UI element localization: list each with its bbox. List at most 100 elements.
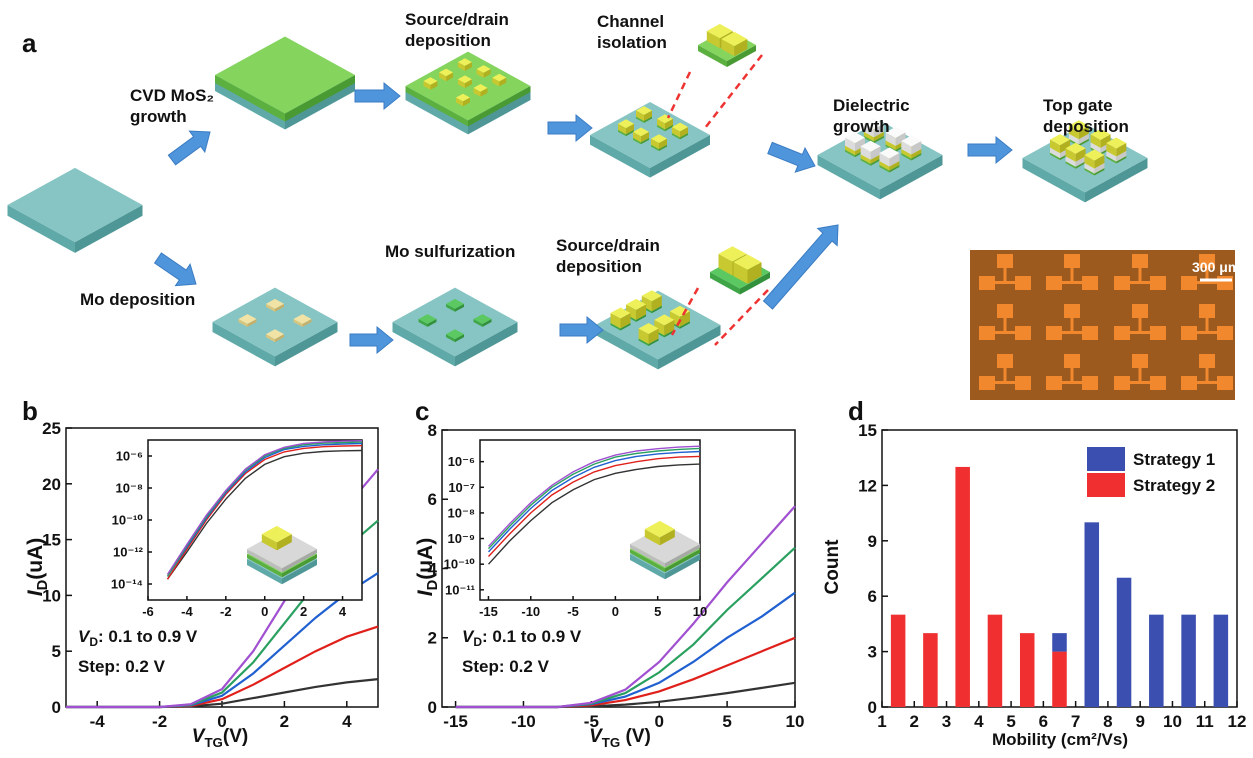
y-tick-label: 10⁻¹⁴ <box>111 577 143 592</box>
device-pad <box>1046 276 1062 290</box>
slab-side <box>1085 158 1148 203</box>
device-pad <box>1130 281 1150 284</box>
slab-side <box>721 39 735 57</box>
axis-label: ID(uA) <box>24 538 51 596</box>
legend-label: Strategy 1 <box>1133 450 1215 469</box>
device-pad <box>1070 317 1074 331</box>
device-pad <box>1150 276 1166 290</box>
step-label: Mo sulfurization <box>385 242 516 261</box>
label-part: (uA) <box>414 538 437 580</box>
device-pad <box>1199 254 1215 268</box>
slab-side <box>423 81 431 90</box>
device-pad <box>1199 354 1215 368</box>
zoom-line <box>670 287 700 336</box>
device-pad <box>1070 267 1074 281</box>
slab-side <box>1100 134 1111 148</box>
slab-top <box>266 329 284 340</box>
y-tick-label: 5 <box>52 642 61 661</box>
process-arrow <box>547 113 593 143</box>
x-tick-label: 10 <box>1163 712 1182 731</box>
slab-side <box>740 272 770 295</box>
label-part: V <box>78 627 91 646</box>
device-pad <box>1015 326 1031 340</box>
device-pad <box>1062 281 1082 284</box>
slab-top <box>633 127 649 137</box>
device-pad <box>979 376 995 390</box>
slab-side <box>212 322 275 367</box>
panel-letter: c <box>415 396 429 426</box>
slab-top <box>718 246 747 262</box>
slab-side <box>911 153 922 161</box>
process-arrow <box>967 135 1013 165</box>
slab-top <box>860 140 881 152</box>
process-arrow <box>767 141 816 173</box>
subscript: D <box>473 635 482 649</box>
device-pad <box>997 254 1013 268</box>
device-pad <box>1070 367 1074 381</box>
device-pad <box>997 304 1013 318</box>
y-tick-label: 15 <box>42 531 61 550</box>
slab-side <box>1094 163 1105 174</box>
device-pad <box>1132 304 1148 318</box>
slab-side <box>626 129 634 137</box>
slab-side <box>636 110 644 121</box>
slab-side <box>895 132 906 146</box>
slab-side <box>492 77 500 87</box>
slab-top <box>644 520 675 538</box>
slab-side <box>873 131 884 142</box>
slab-side <box>855 137 865 152</box>
y-tick-label: 0 <box>428 698 437 717</box>
slab-side <box>901 153 912 161</box>
slab-side <box>901 149 912 159</box>
slab-side <box>1106 143 1117 157</box>
slab-side <box>468 86 531 127</box>
label-part: (V) <box>223 726 248 747</box>
slab-side <box>880 155 943 200</box>
device-pad <box>1150 376 1166 390</box>
axis-label: ID(uA) <box>414 538 441 596</box>
slab-side <box>698 45 727 67</box>
slab-top <box>845 132 865 144</box>
device-pad <box>1205 367 1209 381</box>
bar <box>955 466 970 707</box>
slab-side <box>1065 156 1076 167</box>
subscript: TG <box>602 735 620 750</box>
y-tick-label: 0 <box>52 698 61 717</box>
slab-side <box>644 116 652 123</box>
slab-side <box>464 62 472 71</box>
data-line <box>166 440 363 575</box>
slab-top <box>654 314 675 326</box>
slab-side <box>651 144 659 151</box>
device-pad <box>1181 276 1197 290</box>
slab-side <box>879 161 890 171</box>
slab-side <box>651 295 662 312</box>
slab-side <box>659 529 675 546</box>
x-tick-label: 5 <box>654 604 661 619</box>
slab-side <box>266 334 275 343</box>
device-pad <box>1181 376 1197 390</box>
step-label: Channel isolation <box>597 12 667 52</box>
device-pad <box>1114 376 1130 390</box>
panel-letter: a <box>22 28 37 58</box>
slab-side <box>733 262 748 284</box>
x-tick-label: 5 <box>722 712 731 731</box>
bar <box>987 614 1003 707</box>
x-tick-label: 1 <box>877 712 886 731</box>
slab-top <box>473 314 492 324</box>
slab-side <box>710 272 740 295</box>
process-arrow <box>762 224 839 310</box>
slab-top <box>261 525 292 543</box>
bar <box>1084 522 1100 707</box>
slab-side <box>665 124 673 132</box>
slab-side <box>665 544 700 568</box>
slab-top <box>885 126 906 138</box>
x-tick-label: 4 <box>974 712 984 731</box>
slab-top <box>672 122 688 132</box>
slab-side <box>1075 156 1086 167</box>
slab-side <box>638 328 649 344</box>
slab-side <box>480 87 488 97</box>
slab-top <box>446 329 464 340</box>
slab-top <box>456 93 470 102</box>
slab-side <box>261 534 277 551</box>
y-tick-label: 10⁻¹⁰ <box>444 557 476 572</box>
